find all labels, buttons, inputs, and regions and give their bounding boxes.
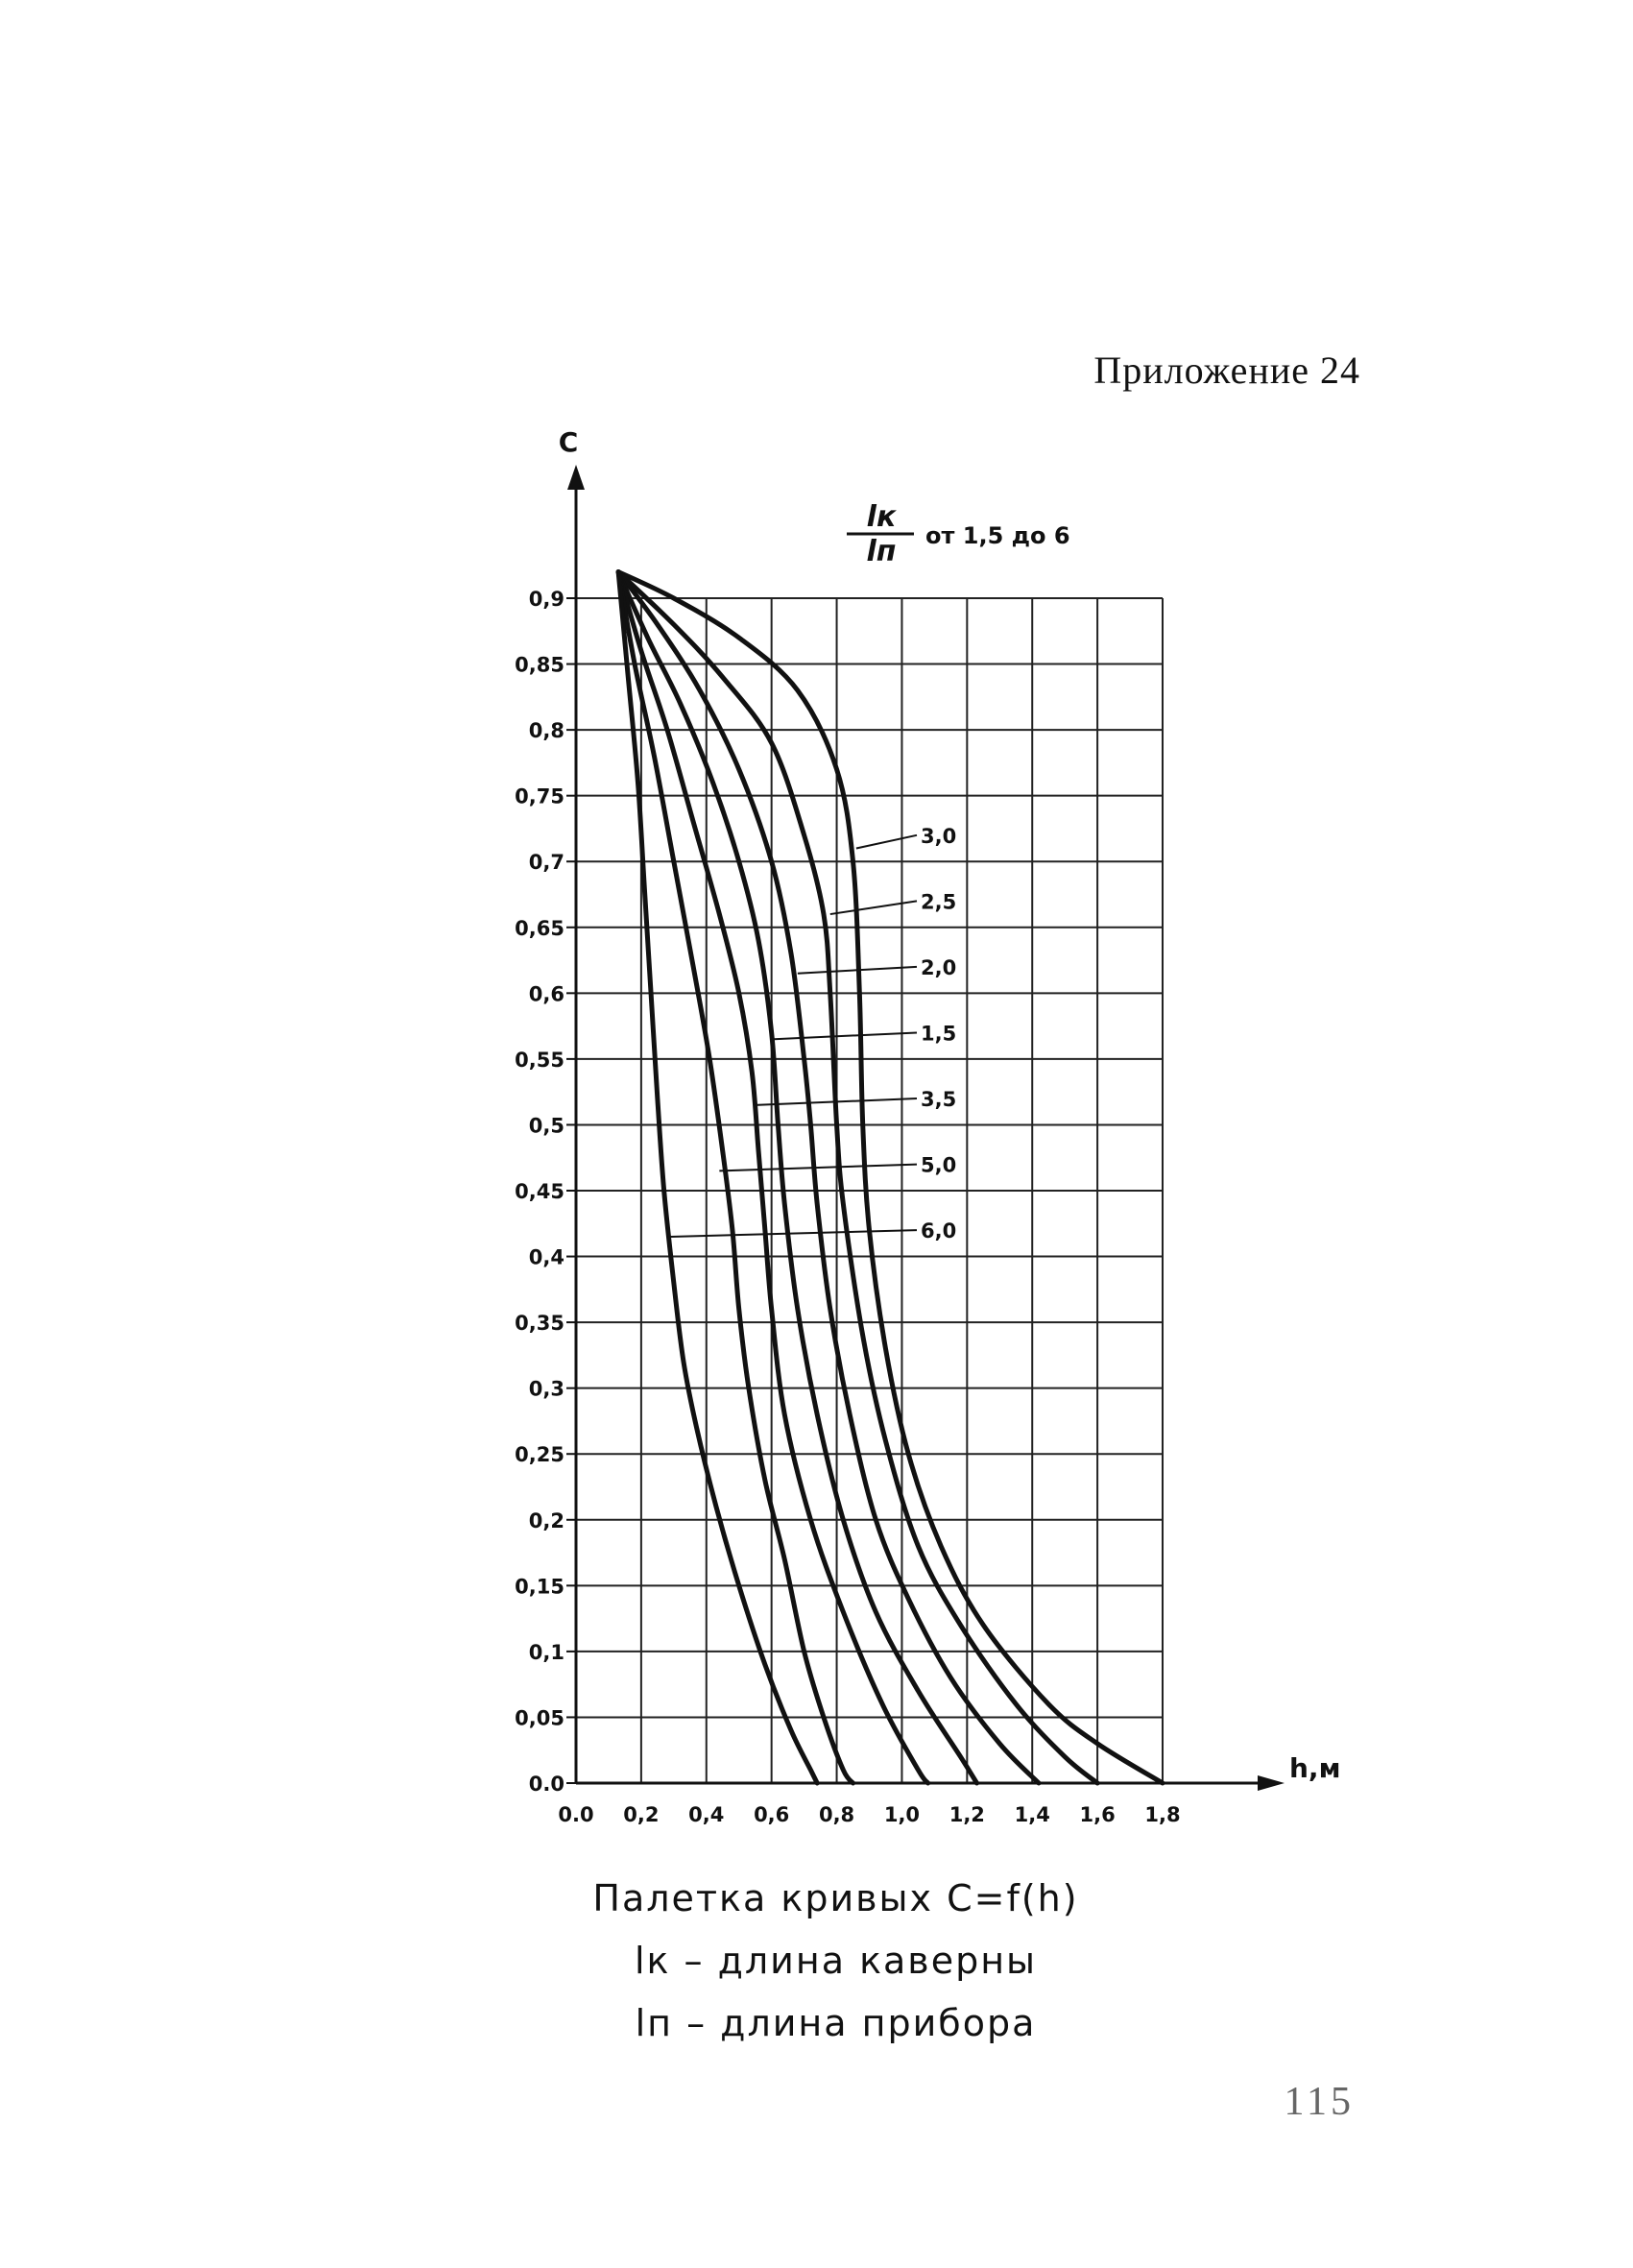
series-leader-line — [771, 1031, 918, 1041]
curve-series-2 — [615, 569, 1100, 1786]
y-tick-label: 0,25 — [515, 1443, 564, 1466]
x-tick-label: 0,2 — [623, 1803, 659, 1826]
series-label: 1,5 — [921, 1022, 956, 1045]
chart-ticks: 0.0 0,05 0,1 0,15 0,2 0,25 0,3 0,35 0,4 0,45 0,5 0,… — [515, 588, 1180, 1826]
x-tick-label: 0,8 — [819, 1803, 854, 1826]
series-label: 3,5 — [921, 1088, 956, 1111]
chart-grid — [576, 597, 1164, 1783]
x-axis-label: h,м — [1289, 1752, 1340, 1784]
legend-denominator: lп — [866, 535, 896, 568]
legend-range: от 1,5 до 6 — [925, 522, 1070, 549]
y-tick-label: 0,85 — [515, 654, 564, 677]
y-tick-label: 0,45 — [515, 1180, 564, 1203]
y-tick-label: 0,1 — [529, 1641, 564, 1664]
y-tick-label: 0,5 — [529, 1114, 564, 1137]
y-tick-label: 0,9 — [529, 588, 564, 611]
y-tick-label: 0,65 — [515, 917, 564, 940]
y-axis-arrow — [567, 465, 585, 490]
chart-axes: Ch,м — [559, 426, 1340, 1791]
series-leader-line — [755, 1098, 918, 1106]
y-tick-label: 0.0 — [529, 1773, 564, 1796]
series-label: 2,0 — [921, 956, 956, 979]
series-leader-line — [719, 1163, 918, 1172]
series-label: 2,5 — [921, 890, 956, 913]
curve-series-6 — [615, 569, 856, 1786]
curve-series-1 — [615, 569, 1165, 1786]
x-tick-label: 0,6 — [754, 1803, 789, 1826]
chart-series-labels: 3,0 2,5 2,0 1,5 3,5 5,0 6,0 — [670, 825, 956, 1243]
y-tick-label: 0,2 — [529, 1509, 564, 1532]
y-tick-label: 0,4 — [529, 1246, 564, 1269]
y-tick-label: 0,35 — [515, 1312, 564, 1335]
y-axis-label: C — [559, 426, 579, 458]
x-tick-label: 1,4 — [1015, 1803, 1050, 1826]
y-tick-label: 0,75 — [515, 785, 564, 808]
curve-series-4 — [615, 569, 980, 1786]
x-tick-label: 1,2 — [949, 1803, 985, 1826]
x-tick-label: 1,0 — [884, 1803, 920, 1826]
x-tick-label: 1,8 — [1144, 1803, 1180, 1826]
series-leader-line — [670, 1229, 918, 1238]
curve-series-3 — [615, 569, 1042, 1786]
x-tick-label: 0,4 — [688, 1803, 724, 1826]
series-label: 3,0 — [921, 825, 956, 848]
y-tick-label: 0,8 — [529, 719, 564, 742]
series-label: 5,0 — [921, 1154, 956, 1177]
chart-curves — [615, 569, 1165, 1786]
caption-title: Палетка кривых C=f(h) — [592, 1877, 1079, 1919]
curve-series-7 — [615, 569, 820, 1786]
series-leader-line — [855, 833, 918, 850]
y-tick-label: 0,55 — [515, 1049, 564, 1072]
y-tick-label: 0,6 — [529, 982, 564, 1005]
y-tick-label: 0,3 — [529, 1378, 564, 1401]
y-tick-label: 0,7 — [529, 851, 564, 874]
page-number: 115 — [1284, 2080, 1355, 2124]
series-label: 6,0 — [921, 1219, 956, 1243]
series-leader-line — [829, 900, 918, 916]
x-axis-arrow — [1258, 1775, 1285, 1791]
legend-numerator: lк — [867, 500, 897, 534]
x-tick-label: 1,6 — [1080, 1803, 1116, 1826]
curve-series-5 — [615, 569, 931, 1786]
caption-ln-definition: lп – длина прибора — [635, 2002, 1037, 2044]
x-tick-label: 0.0 — [558, 1803, 593, 1826]
caption-lk-definition: lк – длина каверны — [634, 1940, 1038, 1982]
series-leader-line — [797, 965, 918, 975]
y-tick-label: 0,05 — [515, 1706, 564, 1729]
y-tick-label: 0,15 — [515, 1575, 564, 1598]
appendix-label: Приложение 24 — [1093, 349, 1360, 392]
